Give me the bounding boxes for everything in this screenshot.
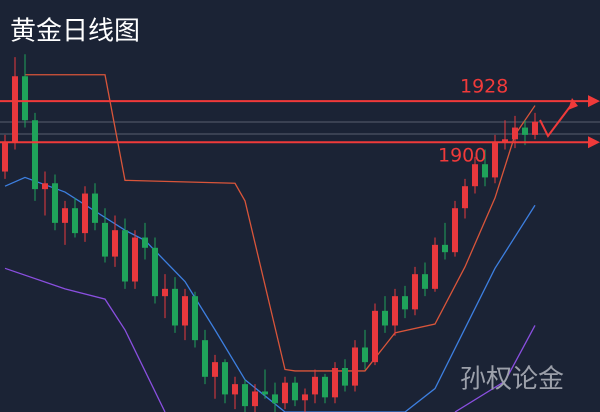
level-arrow <box>588 95 600 108</box>
candle-body <box>342 368 348 386</box>
candle-body <box>12 76 18 143</box>
candle-body <box>202 340 208 377</box>
candle-body <box>52 183 58 223</box>
candle-body <box>352 347 358 386</box>
candle-body <box>522 127 528 135</box>
candle-body <box>442 244 448 253</box>
candle-body <box>332 368 338 398</box>
candle-body <box>162 288 168 297</box>
plot: 1928 1900 <box>0 54 600 412</box>
chart-title: 黄金日线图 <box>10 17 140 47</box>
candle-body <box>102 222 108 257</box>
candle-body <box>142 237 148 248</box>
candle-body <box>472 164 478 187</box>
candle-body <box>402 296 408 310</box>
candle-body <box>432 244 438 289</box>
candle-body <box>172 288 178 326</box>
candle-body <box>122 230 128 282</box>
forecast-arrow-head <box>568 98 578 110</box>
candle-body <box>92 193 98 223</box>
candle-body <box>272 394 278 404</box>
candle-body <box>212 362 218 377</box>
candle-body <box>452 208 458 253</box>
candle-body <box>312 376 318 395</box>
candle-body <box>2 142 8 172</box>
candle-body <box>372 310 378 363</box>
candle-body <box>262 391 268 395</box>
level-label: 1900 <box>438 145 486 167</box>
candle-body <box>492 142 498 178</box>
candle-body <box>62 208 68 223</box>
level-arrow <box>588 136 600 149</box>
candle-body <box>32 120 38 190</box>
indicator-line <box>25 74 536 372</box>
candle-body <box>152 247 158 297</box>
candle-body <box>112 230 118 257</box>
candle-body <box>512 127 518 140</box>
candle-body <box>482 164 488 178</box>
level-label: 1928 <box>460 76 508 98</box>
candle-body <box>462 186 468 209</box>
candle-body <box>302 394 308 401</box>
candle-body <box>392 296 398 326</box>
candle-body <box>82 193 88 234</box>
indicator-line <box>4 267 536 412</box>
candle-body <box>422 274 428 289</box>
candle-body <box>72 208 78 234</box>
candle-body <box>222 362 228 395</box>
candle-body <box>412 274 418 310</box>
candle-body <box>252 391 258 407</box>
candle-body <box>292 382 298 401</box>
candle-body <box>322 376 328 398</box>
candle-body <box>532 121 538 135</box>
candle-body <box>382 310 388 326</box>
candle-body <box>362 347 368 363</box>
forecast-arrow <box>539 103 573 138</box>
candle-body <box>132 237 138 282</box>
candle-body <box>242 384 248 407</box>
candle-body <box>42 183 48 190</box>
candle-body <box>192 296 198 341</box>
watermark: 孙权论金 <box>460 365 564 395</box>
candle-body <box>22 76 28 121</box>
candle-body <box>232 384 238 395</box>
candle-body <box>182 296 188 326</box>
candle-body <box>502 139 508 143</box>
candle-body <box>282 382 288 404</box>
